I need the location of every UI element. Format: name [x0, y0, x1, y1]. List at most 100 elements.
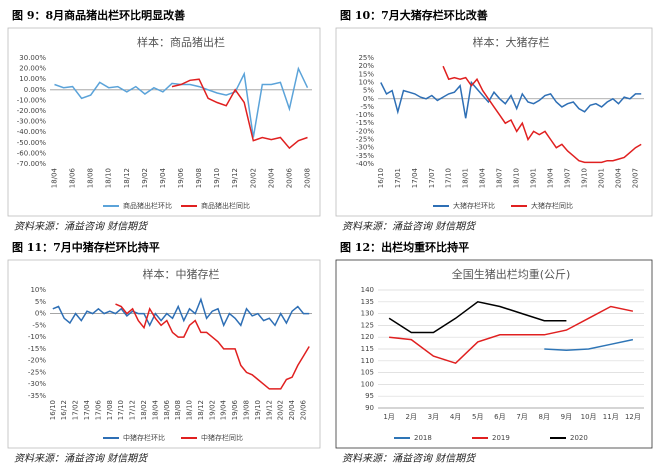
y-tick-label: 30.00% [19, 54, 46, 62]
x-tick-label: 19/12 [265, 400, 273, 420]
y-tick-label: 25% [358, 54, 374, 62]
y-tick-label: 20.00% [19, 65, 46, 73]
x-tick-label: 16/12 [60, 400, 68, 420]
y-tick-label: 90 [365, 404, 374, 412]
x-tick-label: 20/04 [288, 399, 296, 420]
x-tick-label: 19/06 [177, 167, 185, 188]
series-line [544, 338, 634, 351]
x-tick-label: 19/08 [195, 168, 203, 188]
y-tick-label: -10% [28, 333, 46, 341]
y-tick-label: 0% [363, 95, 374, 103]
figure-caption: 图 10：7月大猪存栏环比改善 [340, 8, 488, 22]
x-tick-label: 17/06 [94, 399, 102, 420]
x-tick-label: 18/07 [496, 168, 504, 188]
legend-label: 大猪存栏环比 [453, 201, 495, 210]
y-tick-label: 0% [35, 310, 46, 318]
y-tick-label: -25% [28, 368, 46, 376]
y-tick-label: -30% [28, 380, 46, 388]
x-tick-label: 18/04 [479, 167, 487, 188]
x-tick-label: 12月 [625, 413, 641, 421]
series-line [171, 78, 308, 150]
y-tick-label: -30.00% [17, 118, 47, 126]
figure-caption: 图 11：7月中猪存栏环比持平 [12, 240, 160, 254]
x-tick-label: 17/04 [411, 167, 419, 188]
legend-label: 2019 [492, 434, 510, 442]
x-tick-label: 10月 [581, 413, 597, 421]
x-tick-label: 19/02 [208, 400, 216, 420]
y-tick-label: -20.00% [17, 107, 47, 115]
x-tick-label: 20/02 [249, 168, 257, 188]
x-tick-label: 18/04 [51, 167, 59, 188]
y-tick-label: 140 [361, 286, 374, 294]
legend-label: 中猪存栏同比 [201, 433, 243, 442]
x-tick-label: 18/08 [174, 400, 182, 420]
y-tick-label: -20% [28, 357, 46, 365]
x-tick-label: 7月 [516, 413, 527, 421]
x-tick-label: 19/01 [530, 168, 538, 188]
legend-label: 中猪存栏环比 [123, 433, 165, 442]
chart-title: 样本：中猪存栏 [143, 267, 220, 281]
series-line [380, 80, 642, 119]
series-line [389, 305, 634, 365]
x-tick-label: 18/04 [151, 399, 159, 420]
y-tick-label: 130 [361, 310, 374, 318]
x-tick-label: 19/10 [213, 168, 221, 188]
y-tick-label: -15% [28, 345, 46, 353]
x-tick-label: 19/12 [231, 168, 239, 188]
x-tick-label: 20/02 [277, 400, 285, 420]
x-tick-label: 20/04 [615, 167, 623, 188]
x-tick-label: 1月 [383, 413, 394, 421]
chart-frame [335, 27, 653, 217]
figure-source: 资料来源：涌益咨询 财信期货 [342, 453, 477, 464]
x-tick-label: 19/06 [231, 399, 239, 420]
figure-source: 资料来源：涌益咨询 财信期货 [14, 221, 149, 233]
y-tick-label: -60.00% [17, 149, 47, 157]
y-tick-label: 95 [365, 392, 374, 400]
y-tick-label: -15% [356, 119, 374, 127]
x-tick-label: 16/10 [377, 168, 385, 188]
x-tick-label: 18/02 [140, 400, 148, 420]
x-tick-label: 18/12 [123, 168, 131, 188]
x-tick-label: 18/12 [197, 400, 205, 420]
y-tick-label: -35% [356, 152, 374, 160]
x-tick-label: 17/08 [106, 400, 114, 420]
x-tick-label: 19/08 [243, 400, 251, 420]
y-tick-label: 125 [361, 321, 374, 329]
y-tick-label: 100 [361, 380, 374, 388]
x-tick-label: 17/02 [72, 400, 80, 420]
y-tick-label: 0.00% [24, 86, 47, 94]
x-tick-label: 20/06 [299, 399, 307, 420]
y-tick-label: -10% [356, 111, 374, 119]
figure-source: 资料来源：涌益咨询 财信期货 [342, 221, 477, 233]
x-tick-label: 8月 [539, 413, 550, 421]
y-tick-label: 115 [361, 345, 374, 353]
x-tick-label: 2月 [406, 413, 417, 421]
x-tick-label: 19/02 [141, 168, 149, 188]
series-line [442, 65, 642, 164]
x-tick-label: 19/07 [564, 168, 572, 188]
y-tick-label: -30% [356, 144, 374, 152]
y-tick-label: 20% [358, 62, 374, 70]
x-tick-label: 18/06 [163, 399, 171, 420]
x-tick-label: 6月 [494, 413, 505, 421]
x-tick-label: 18/10 [105, 168, 113, 188]
y-tick-label: -50.00% [17, 139, 47, 147]
y-tick-label: -25% [356, 136, 374, 144]
x-tick-label: 19/10 [254, 400, 262, 420]
chart-title: 样本：商品猪出栏 [137, 35, 225, 49]
x-tick-label: 11月 [603, 413, 619, 421]
x-tick-label: 17/10 [445, 168, 453, 188]
y-tick-label: -5% [32, 321, 46, 329]
x-tick-label: 17/07 [428, 168, 436, 188]
y-tick-label: 120 [361, 333, 374, 341]
chart-title: 全国生猪出栏均重(公斤) [452, 267, 571, 281]
legend-label: 商品猪出栏同比 [201, 201, 250, 210]
y-tick-label: 105 [361, 369, 374, 377]
y-tick-label: 135 [361, 298, 374, 306]
y-tick-label: 10.00% [19, 75, 46, 83]
y-tick-label: 10% [358, 78, 374, 86]
chart-frame [335, 259, 653, 449]
y-tick-label: 5% [35, 298, 46, 306]
y-tick-label: 15% [358, 70, 374, 78]
